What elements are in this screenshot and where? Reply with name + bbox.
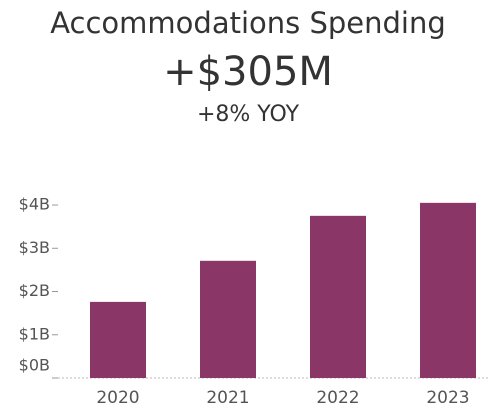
bar xyxy=(310,215,366,378)
x-tick-label: 2022 xyxy=(316,388,359,408)
bar xyxy=(420,202,476,378)
kpi-value: +$305M xyxy=(163,49,333,95)
y-tick-label: $2B xyxy=(19,281,50,300)
chart-title: Accommodations Spending xyxy=(50,6,446,40)
y-tick-label: $1B xyxy=(19,324,50,343)
x-tick-label: 2020 xyxy=(96,388,139,408)
x-tick-label: 2023 xyxy=(426,388,469,408)
y-tick-label: $4B xyxy=(19,195,50,214)
bar xyxy=(200,260,256,378)
y-tick-label: $3B xyxy=(19,238,50,257)
chart-subtitle: +8% YOY xyxy=(197,102,300,127)
y-tick-label: $0B xyxy=(19,356,50,375)
x-tick-label: 2021 xyxy=(206,388,249,408)
bar xyxy=(90,301,146,378)
